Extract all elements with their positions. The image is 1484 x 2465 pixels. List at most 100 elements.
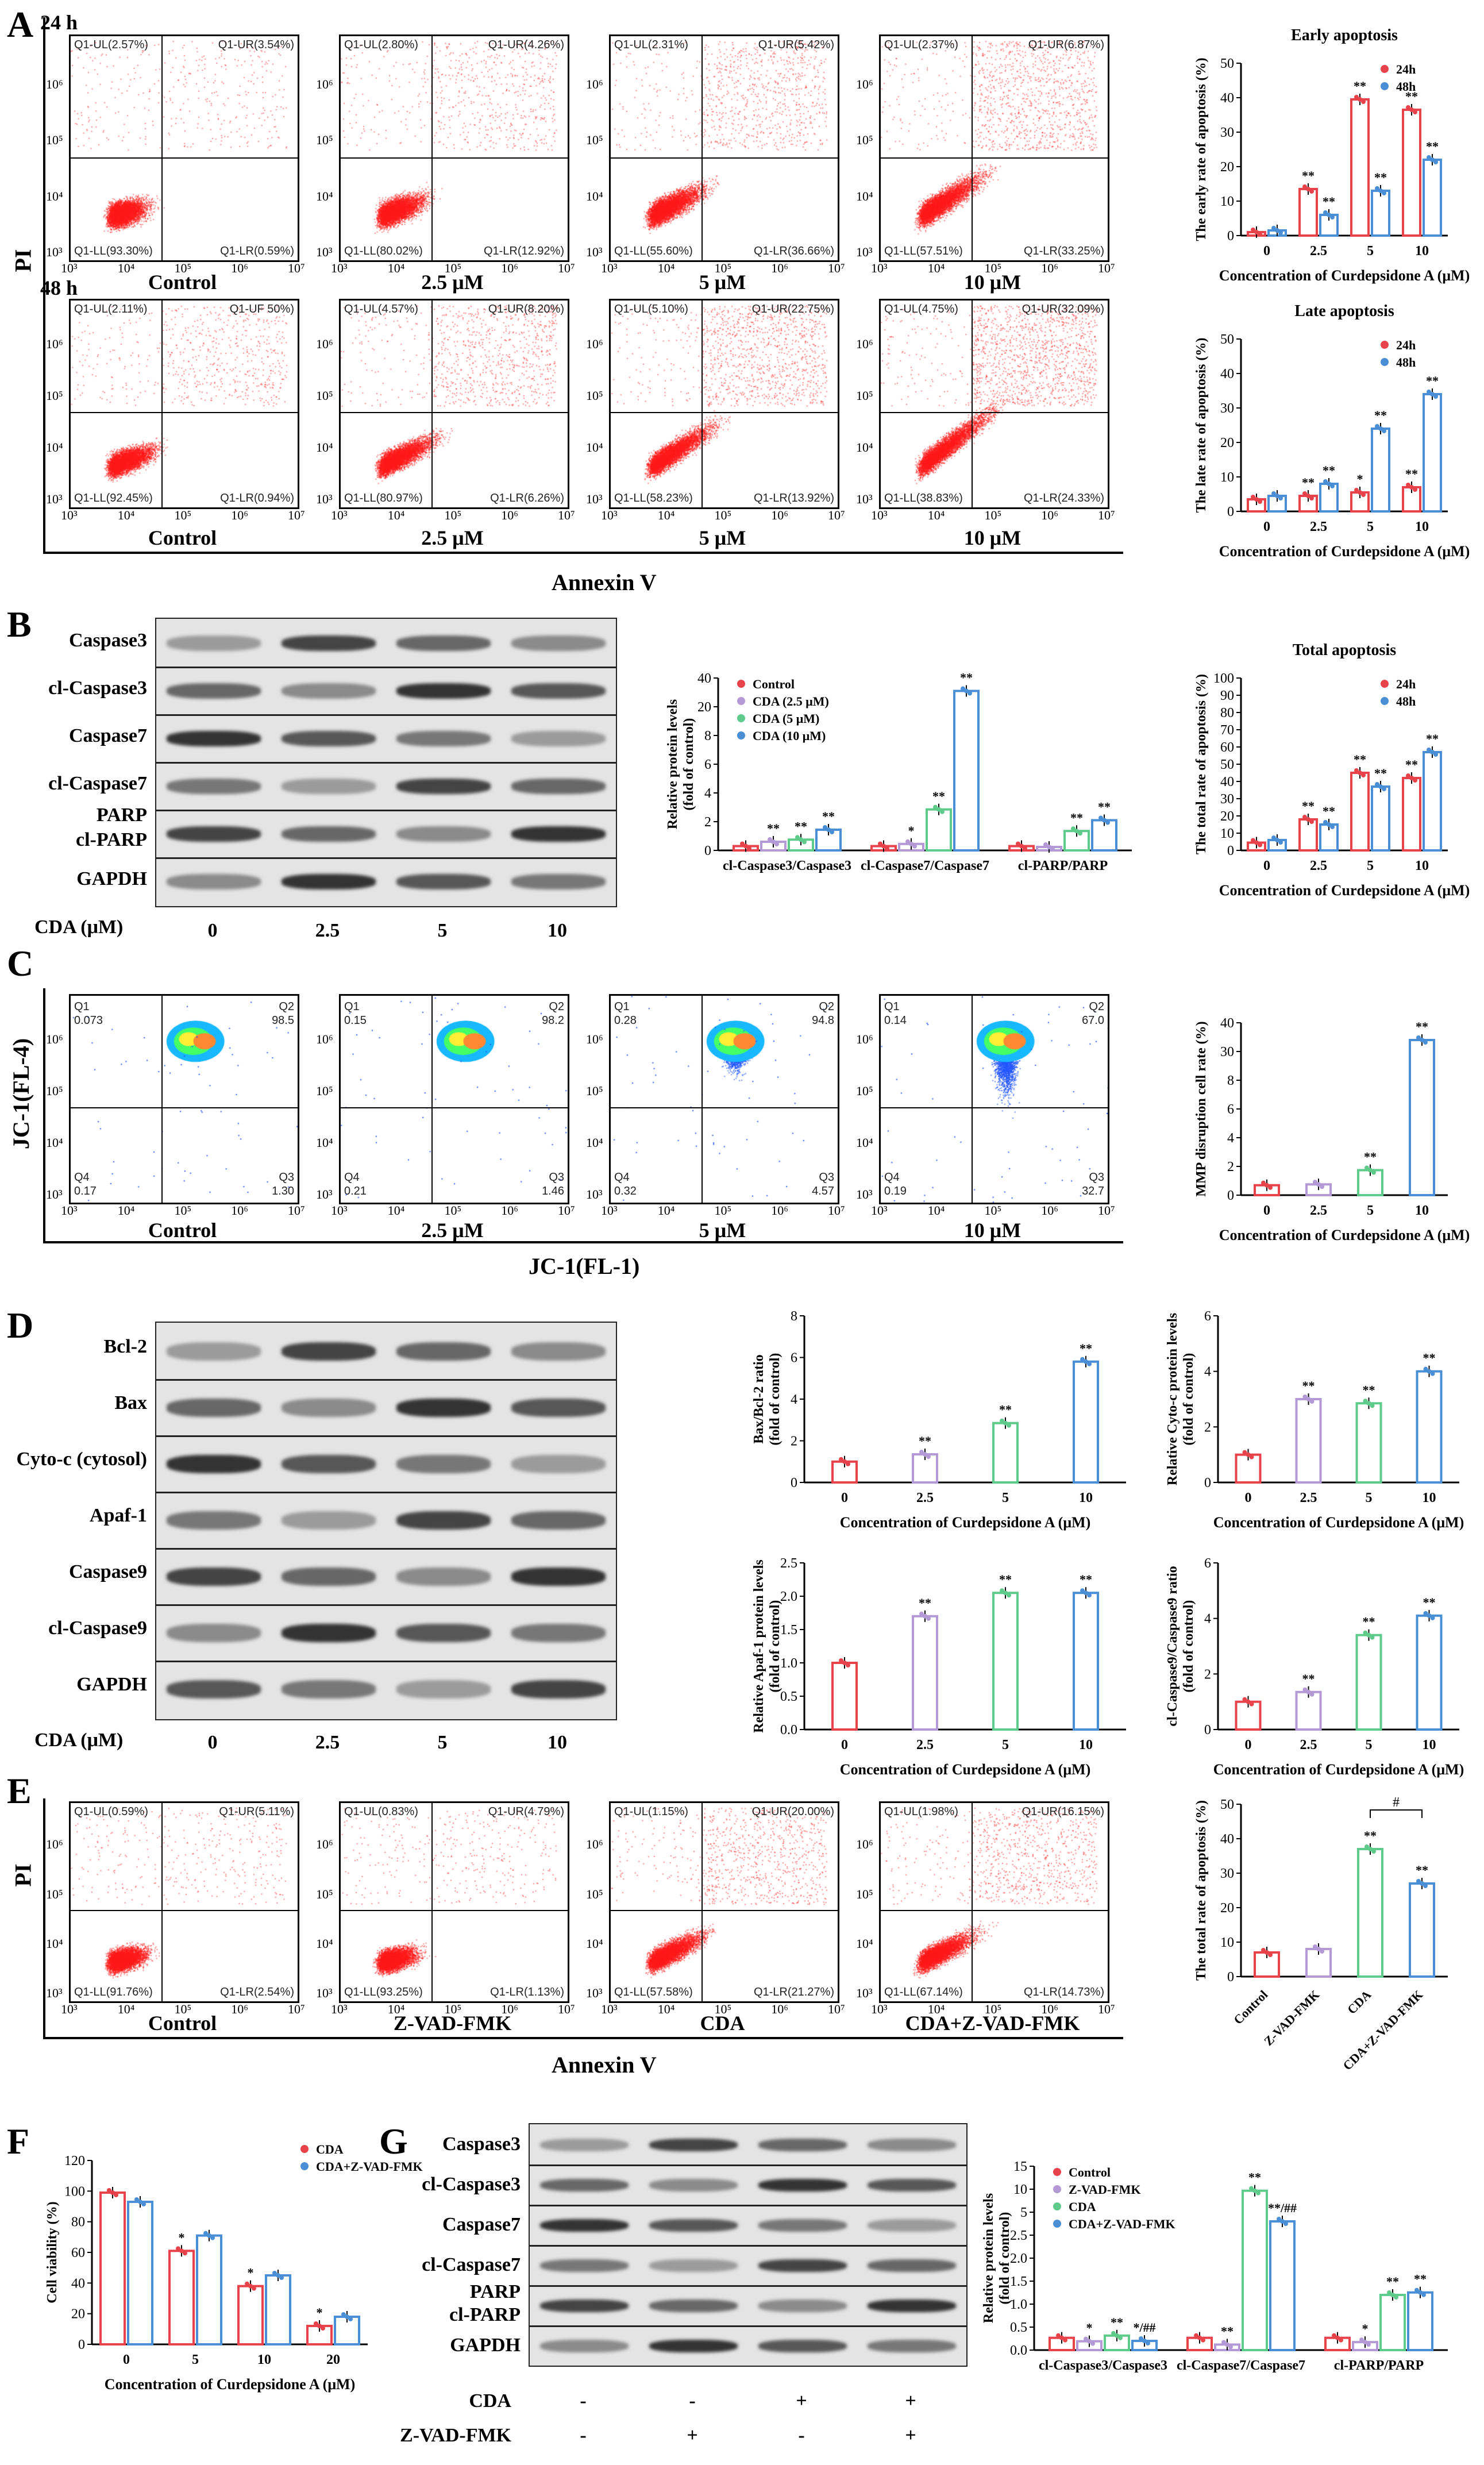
flow-x-tick: 10⁵ (174, 261, 192, 275)
blot-label: cl-PARP (449, 2304, 521, 2325)
flow-y-tick: 10⁶ (586, 1837, 603, 1852)
data-point (774, 842, 779, 846)
blot-band (511, 731, 606, 746)
y-tick-label: 8 (704, 729, 711, 744)
x-tick-label: 2.5 (1300, 1490, 1317, 1505)
flow-x-tick: 10⁷ (828, 261, 845, 275)
bracket-label: # (1393, 1795, 1400, 1810)
bar (953, 690, 980, 852)
quadrant-q4-value: 0.19 (884, 1185, 907, 1197)
data-point (1313, 1180, 1317, 1185)
x-tick-label: 2.5 (1310, 858, 1327, 873)
blot-label: GAPDH (76, 1673, 147, 1695)
y-tick-label: 120 (64, 2154, 85, 2169)
flow-x-tick: 10⁵ (714, 1203, 732, 1218)
flow-y-tick: 10⁶ (46, 1837, 63, 1852)
y-tick-label: 30 (1220, 125, 1234, 140)
y-tick-label: 2 (704, 815, 711, 830)
x-tick-label: 0 (1263, 1203, 1270, 1218)
blot-band (167, 1567, 261, 1586)
bar (99, 2191, 126, 2345)
panel-label-c: C (7, 943, 34, 984)
flow-x-tick: 10⁶ (771, 2002, 788, 2016)
treatment-value: - (689, 2390, 696, 2412)
flow-y-tick: 10³ (586, 1986, 603, 2000)
flow-gate-vertical (972, 301, 973, 507)
bar (1407, 2291, 1433, 2352)
data-point (1427, 390, 1431, 394)
data-point (1271, 491, 1276, 496)
data-point (1309, 496, 1314, 500)
data-point (1278, 840, 1283, 845)
y-tick-label: 40 (1220, 1832, 1234, 1847)
blot-label: cl-Caspase9 (48, 1617, 147, 1639)
blot-band (540, 2299, 629, 2312)
data-point (1316, 1182, 1321, 1187)
data-point (1363, 1630, 1368, 1635)
data-point (1427, 1369, 1432, 1374)
flow-gate-vertical (431, 1803, 433, 2001)
quadrant-ll-label: Q1-LL(57.58%) (614, 1986, 693, 1998)
flow-x-tick: 10⁶ (771, 1203, 788, 1218)
y-tick-label: 30 (1220, 1045, 1234, 1060)
flow-caption: 5 μM (699, 526, 746, 549)
significance-mark: ** (1363, 1615, 1375, 1629)
flow-x-tick: 10⁷ (1098, 508, 1115, 522)
data-point (1382, 191, 1386, 195)
data-point (1366, 2342, 1371, 2347)
quadrant-q3-label: Q3 (279, 1171, 294, 1184)
x-tick-label: 2.5 (1300, 1738, 1317, 1753)
panel-label-g: G (379, 2121, 408, 2162)
flow-dots (881, 996, 1108, 1203)
flow-y-tick: 10⁴ (46, 188, 63, 203)
flow-y-tick: 10⁴ (856, 440, 873, 455)
legend-label: Control (753, 677, 795, 691)
panel-c-axis-line (43, 1241, 1123, 1243)
flow-x-tick: 10⁷ (558, 508, 575, 522)
quadrant-lr-label: Q1-LR(6.26%) (490, 492, 564, 504)
blot-band (396, 1567, 491, 1586)
x-tick-label: 5 (1367, 1203, 1374, 1218)
flow-y-tick: 10⁵ (316, 1886, 333, 1901)
blot-label: Caspase3 (68, 629, 147, 651)
data-point (926, 1454, 931, 1459)
quadrant-q2-value: 98.5 (272, 1014, 294, 1027)
significance-mark: ** (1354, 752, 1366, 767)
flow-x-tick: 10⁵ (444, 2002, 462, 2016)
quadrant-ll-label: Q1-LL(93.25%) (344, 1986, 423, 1998)
y-tick-label: 1.0 (780, 1656, 797, 1671)
y-axis-label: The total rate of apoptosis (%) (1194, 674, 1209, 854)
quadrant-ll-label: Q1-LL(58.23%) (614, 492, 693, 504)
data-point (1361, 773, 1366, 777)
flow-y-tick: 10⁵ (586, 388, 603, 403)
y-tick-label: 60 (71, 2246, 85, 2260)
data-point (1246, 1452, 1251, 1457)
data-point (1047, 845, 1051, 849)
data-point (1378, 188, 1383, 193)
legend-label: CDA+Z-VAD-FMK (1069, 2217, 1175, 2231)
x-tick-label: 5 (1366, 1738, 1373, 1753)
flow-x-tick: 10⁶ (501, 508, 518, 522)
blot-separator (530, 2325, 966, 2327)
y-axis-label-line: (fold of control) (997, 2212, 1012, 2305)
flow-caption: Z-VAD-FMK (393, 2012, 512, 2035)
y-tick-label: 30 (1220, 1866, 1234, 1881)
blot-band (511, 1455, 606, 1473)
flow-x-tick: 10⁶ (231, 2002, 248, 2016)
flow-x-tick: 10⁶ (1041, 1203, 1058, 1218)
legend-marker (300, 2145, 309, 2153)
data-point (1302, 815, 1307, 819)
blot-band (758, 2299, 847, 2312)
data-point (878, 841, 882, 846)
data-point (1366, 1401, 1371, 1406)
blot-band (758, 2178, 847, 2191)
y-tick-label: 2.5 (780, 1556, 797, 1571)
legend-label: 24h (1396, 338, 1416, 352)
data-point (1084, 1590, 1088, 1596)
y-tick-label: 0 (1204, 1476, 1211, 1490)
quadrant-lr-label: Q1-LR(21.27%) (753, 1986, 834, 1998)
data-point (134, 2197, 139, 2202)
data-point (923, 1613, 927, 1619)
flow-x-tick: 10⁶ (771, 261, 788, 275)
significance-mark: ** (1302, 475, 1315, 490)
